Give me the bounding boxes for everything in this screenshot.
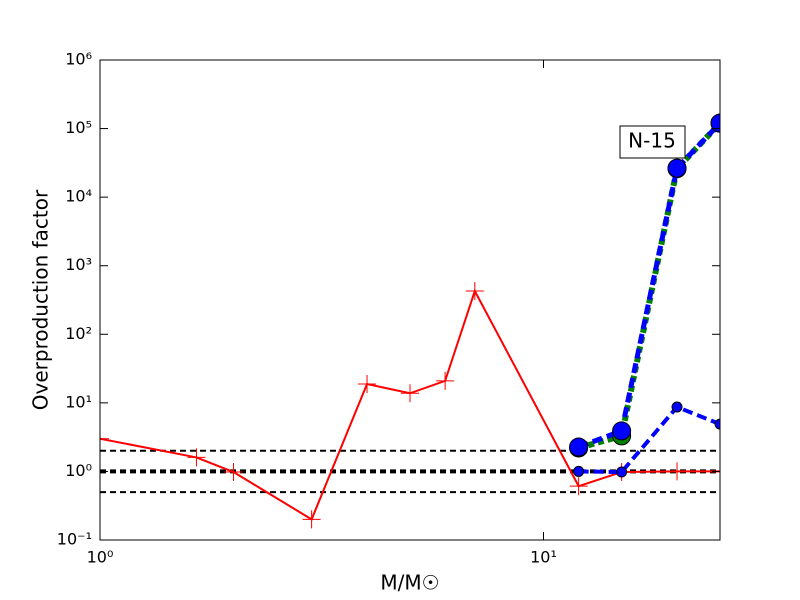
annotation-box bbox=[619, 125, 686, 159]
point-marker bbox=[668, 462, 687, 481]
y-tick-label: 10¹ bbox=[65, 392, 92, 411]
point-marker bbox=[358, 375, 377, 394]
y-tick-label: 10⁶ bbox=[65, 50, 92, 69]
point-marker bbox=[302, 510, 321, 529]
point-marker bbox=[612, 421, 632, 441]
point-marker bbox=[710, 113, 720, 133]
annotation: N-15 bbox=[628, 129, 676, 153]
series-line bbox=[100, 288, 720, 521]
x-tick-label: 10¹ bbox=[530, 548, 557, 567]
point-marker bbox=[671, 401, 683, 413]
series-line bbox=[577, 121, 720, 450]
y-tick-label: 10⁵ bbox=[65, 118, 92, 137]
point-marker bbox=[224, 463, 243, 482]
plot-area bbox=[100, 113, 720, 529]
series-line bbox=[577, 121, 720, 451]
point-marker bbox=[569, 477, 588, 496]
y-tick-label: 10³ bbox=[65, 255, 92, 274]
y-tick-label: 10⁻¹ bbox=[57, 530, 92, 549]
axes-frame bbox=[99, 59, 721, 541]
point-marker bbox=[465, 282, 484, 301]
point-marker bbox=[436, 371, 455, 390]
point-marker bbox=[187, 448, 206, 467]
x-tick-label: 10⁰ bbox=[87, 548, 114, 567]
y-tick-label: 10² bbox=[65, 324, 92, 343]
point-marker bbox=[667, 158, 687, 178]
point-marker bbox=[401, 384, 419, 403]
point-marker bbox=[616, 466, 628, 478]
series-line bbox=[578, 404, 720, 475]
point-marker bbox=[569, 437, 589, 457]
x-axis-label: M/M☉ bbox=[380, 571, 439, 595]
y-axis-label: Overproduction factor bbox=[29, 189, 53, 410]
y-tick-label: 10⁰ bbox=[65, 461, 92, 480]
point-marker bbox=[714, 418, 720, 430]
point-marker bbox=[100, 429, 109, 448]
point-marker bbox=[573, 465, 585, 477]
y-tick-label: 10⁴ bbox=[65, 187, 92, 206]
